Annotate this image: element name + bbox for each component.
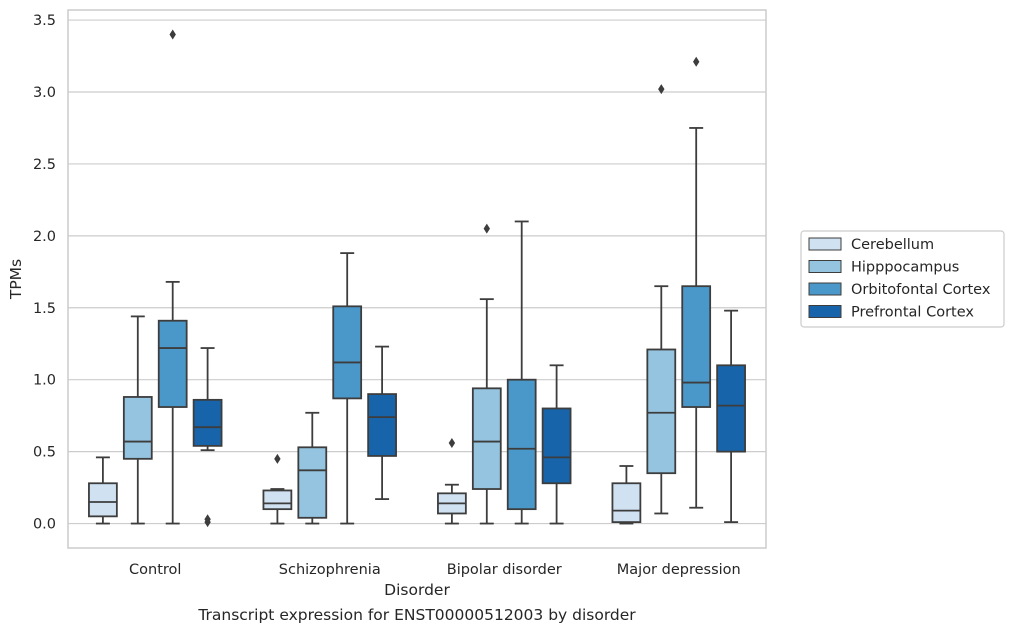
box — [471, 223, 502, 525]
outlier-marker — [448, 437, 456, 448]
box-body — [297, 446, 328, 519]
x-tick-label: Control — [129, 562, 181, 578]
y-tick-label: 0.0 — [33, 517, 56, 533]
box-body — [646, 348, 677, 475]
y-tick-label: 1.0 — [33, 373, 56, 389]
box — [88, 456, 118, 525]
legend-item: Hipppocampus — [808, 260, 959, 276]
box-body — [192, 398, 223, 447]
box — [192, 347, 223, 528]
box — [541, 364, 572, 525]
x-tick-label: Schizophrenia — [279, 562, 381, 578]
legend-label: Orbitofontal Cortex — [851, 282, 991, 298]
legend-item: Prefrontal Cortex — [808, 305, 974, 321]
box-series-group — [88, 29, 746, 528]
series-orbitofontal-cortex — [157, 29, 712, 525]
legend-swatch — [808, 305, 842, 318]
box-body — [88, 482, 118, 518]
box — [297, 411, 328, 525]
legend-frame — [800, 230, 1005, 328]
box — [506, 220, 537, 525]
legend-swatch — [808, 237, 842, 251]
box — [437, 437, 467, 525]
outlier-marker — [169, 29, 176, 40]
outlier-marker — [483, 223, 490, 234]
y-tick-label: 1.5 — [33, 301, 56, 317]
y-tick-label: 2.0 — [33, 229, 56, 245]
y-axis-label: TPMs — [7, 259, 25, 300]
legend-swatch — [808, 260, 842, 273]
series-prefrontal-cortex — [192, 309, 746, 528]
box-body — [541, 407, 572, 485]
box — [157, 29, 188, 525]
legend-swatch — [808, 282, 842, 296]
outlier-marker — [658, 84, 665, 95]
box-body — [122, 396, 153, 460]
outlier-marker — [274, 453, 281, 464]
legend-label: Prefrontal Cortex — [851, 305, 974, 321]
series-cerebellum — [88, 437, 642, 525]
plot-frame — [67, 9, 767, 549]
y-tick-label: 3.0 — [33, 85, 56, 101]
box — [367, 345, 397, 500]
box-body — [367, 393, 397, 457]
legend-item: Orbitofontal Cortex — [808, 282, 991, 298]
box-body — [611, 482, 642, 524]
box — [122, 315, 153, 525]
series-hipppocampus — [122, 84, 677, 525]
y-tick-label: 0.5 — [33, 445, 56, 461]
box — [262, 453, 293, 525]
outlier-marker — [693, 56, 700, 67]
box-body — [506, 378, 537, 511]
box-body — [716, 364, 746, 453]
x-tick-label: Bipolar disorder — [447, 562, 562, 578]
chart-caption: Transcript expression for ENST0000051200… — [198, 606, 636, 624]
box — [716, 309, 746, 524]
outlier-marker — [204, 514, 211, 525]
legend-item: Cerebellum — [808, 237, 934, 253]
box-body — [262, 489, 293, 511]
legend-label: Cerebellum — [851, 237, 934, 253]
legend: Cerebellum Hipppocampus Orbitofontal Corte… — [800, 230, 1005, 328]
box-body — [332, 305, 363, 400]
y-tick-label: 3.5 — [33, 13, 56, 29]
box — [332, 252, 363, 525]
legend-label: Hipppocampus — [851, 260, 959, 276]
box — [646, 84, 677, 515]
x-tick-label: Major depression — [617, 562, 741, 578]
box — [611, 465, 642, 525]
box-body — [681, 285, 712, 408]
y-tick-labels: 0.0 0.5 1.0 1.5 2.0 2.5 3.0 3.5 — [33, 13, 56, 532]
box-body — [471, 387, 502, 490]
box — [681, 56, 712, 509]
x-tick-labels: Control Schizophrenia Bipolar disorder Majo… — [129, 562, 741, 578]
y-tick-label: 2.5 — [33, 157, 56, 173]
x-axis-label: Disorder — [384, 581, 450, 599]
box-body — [157, 319, 188, 408]
